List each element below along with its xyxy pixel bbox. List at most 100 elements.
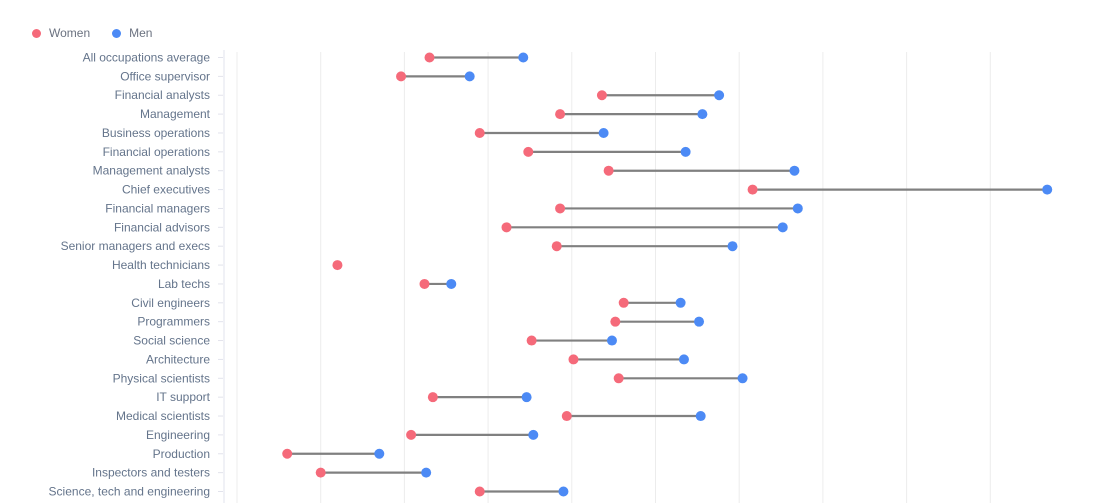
table-row	[747, 184, 1053, 195]
legend-item-men[interactable]: Men	[112, 26, 152, 40]
women-point[interactable]	[618, 297, 629, 308]
legend-item-women[interactable]: Women	[32, 26, 90, 40]
women-point[interactable]	[610, 316, 621, 327]
table-row	[603, 165, 800, 176]
women-point[interactable]	[523, 146, 534, 157]
category-label: Management analysts	[93, 164, 210, 178]
table-row	[419, 278, 457, 289]
men-point[interactable]	[374, 448, 385, 459]
women-point[interactable]	[526, 335, 537, 346]
men-point[interactable]	[714, 90, 725, 101]
x-gridlines	[236, 52, 991, 503]
men-point[interactable]	[675, 297, 686, 308]
legend-label-women: Women	[49, 26, 91, 40]
category-label: Financial operations	[103, 145, 210, 159]
women-point[interactable]	[555, 109, 566, 120]
category-label: Management	[140, 107, 211, 121]
men-point[interactable]	[697, 109, 708, 120]
men-point[interactable]	[789, 165, 800, 176]
women-point[interactable]	[474, 127, 485, 138]
men-point[interactable]	[446, 278, 457, 289]
category-label: IT support	[156, 390, 210, 404]
men-point[interactable]	[421, 467, 432, 478]
category-label: Medical scientists	[116, 409, 210, 423]
category-label: Architecture	[146, 352, 210, 366]
women-point[interactable]	[603, 165, 614, 176]
y-axis	[218, 50, 225, 503]
y-axis-labels: All occupations average Office supervisor…	[49, 51, 211, 499]
men-point[interactable]	[727, 241, 738, 252]
men-point[interactable]	[598, 127, 609, 138]
men-point[interactable]	[678, 354, 689, 365]
women-point[interactable]	[396, 71, 407, 82]
category-label: Production	[153, 447, 210, 461]
men-point[interactable]	[680, 146, 691, 157]
category-label: Inspectors and testers	[92, 466, 210, 480]
men-point[interactable]	[606, 335, 617, 346]
table-row	[282, 448, 385, 459]
men-point[interactable]	[792, 203, 803, 214]
men-point[interactable]	[1042, 184, 1053, 195]
women-point[interactable]	[424, 52, 435, 63]
men-point[interactable]	[521, 392, 532, 403]
men-point[interactable]	[518, 52, 529, 63]
table-row	[561, 411, 706, 422]
women-point[interactable]	[332, 260, 343, 271]
table-row	[596, 90, 725, 101]
category-label: Senior managers and execs	[61, 239, 210, 253]
women-point[interactable]	[613, 373, 624, 384]
men-dot-icon	[112, 28, 122, 38]
category-label: Physical scientists	[113, 371, 210, 385]
women-point[interactable]	[474, 486, 485, 497]
men-point[interactable]	[737, 373, 748, 384]
men-point[interactable]	[694, 316, 705, 327]
table-row	[568, 354, 689, 365]
category-label: Science, tech and engineering	[49, 485, 210, 499]
table-row	[618, 297, 686, 308]
chart-legend: Women Men	[32, 26, 152, 40]
women-point[interactable]	[551, 241, 562, 252]
category-label: Civil engineers	[131, 296, 210, 310]
women-point[interactable]	[561, 411, 572, 422]
men-point[interactable]	[777, 222, 788, 233]
table-row	[610, 316, 705, 327]
women-point[interactable]	[282, 448, 293, 459]
table-row	[555, 109, 708, 120]
legend-label-men: Men	[129, 26, 153, 40]
women-point[interactable]	[555, 203, 566, 214]
category-label: Chief executives	[122, 183, 210, 197]
table-row	[501, 222, 788, 233]
men-point[interactable]	[528, 429, 539, 440]
women-point[interactable]	[747, 184, 758, 195]
category-label: Lab techs	[158, 277, 210, 291]
men-point[interactable]	[464, 71, 475, 82]
category-label: Health technicians	[112, 258, 210, 272]
table-row	[406, 429, 539, 440]
women-point[interactable]	[501, 222, 512, 233]
table-row	[526, 335, 617, 346]
data-rows	[282, 52, 1053, 497]
women-point[interactable]	[596, 90, 607, 101]
men-point[interactable]	[695, 411, 706, 422]
table-row	[424, 52, 529, 63]
category-label: Office supervisor	[120, 69, 210, 83]
table-row	[315, 467, 432, 478]
table-row	[613, 373, 748, 384]
category-label: Social science	[133, 334, 210, 348]
women-point[interactable]	[419, 278, 430, 289]
table-row	[332, 260, 343, 271]
women-point[interactable]	[427, 392, 438, 403]
table-row	[474, 486, 569, 497]
table-row	[396, 71, 475, 82]
table-row	[555, 203, 803, 214]
table-row	[551, 241, 738, 252]
women-point[interactable]	[406, 429, 417, 440]
women-point[interactable]	[568, 354, 579, 365]
category-label: Financial managers	[105, 201, 210, 215]
women-point[interactable]	[315, 467, 326, 478]
women-dot-icon	[32, 28, 41, 38]
category-label: Financial analysts	[115, 88, 210, 102]
men-point[interactable]	[558, 486, 569, 497]
category-label: Engineering	[146, 428, 210, 442]
